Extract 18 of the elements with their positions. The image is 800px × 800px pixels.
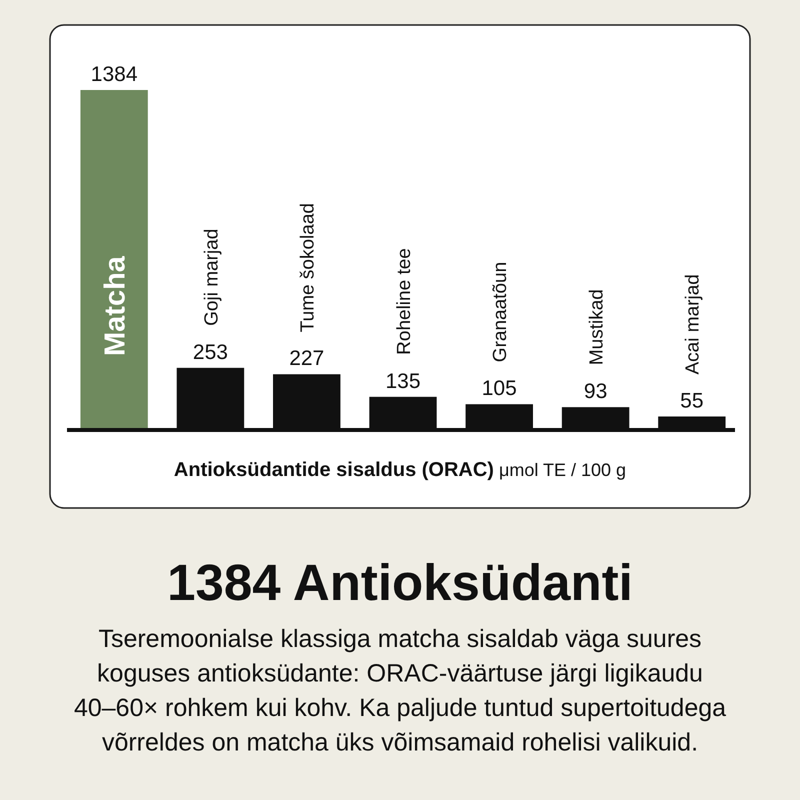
x-tick-label: Goji marjad <box>201 228 222 326</box>
x-tick-label: Matcha <box>100 255 132 356</box>
x-tick-label: Mustikad <box>586 289 608 366</box>
x-tick-label: Acai marjad <box>682 274 704 374</box>
data-label: 55 <box>680 389 704 412</box>
x-tick-label: Granaatõun <box>490 262 512 362</box>
x-tick-label: Roheline tee <box>394 248 415 355</box>
data-label: 1384 <box>90 63 138 86</box>
text: 1384 Antioksüdanti <box>167 554 633 611</box>
data-label: 93 <box>584 380 608 404</box>
text: Tseremoonialse klassiga matcha sisaldab väga suures koguses antioksüdante: ORAC-väärtuse järgi ligikaudu 40–60× rohkem kui kohv. Ka paljude tuntud supertoitudega võrreldes on matcha üks võimsamaid rohelisi valikuid. <box>74 625 726 756</box>
data-label: 135 <box>385 370 421 393</box>
x-axis-title: Antioksüdantide sisaldus (ORAC) μmol TE / 100 g <box>174 459 626 481</box>
data-label: 105 <box>482 377 517 400</box>
bar <box>80 90 148 430</box>
x-tick-label: Tume šokolaad <box>298 203 319 332</box>
data-label: 227 <box>289 347 324 370</box>
data-label: 253 <box>192 340 228 364</box>
